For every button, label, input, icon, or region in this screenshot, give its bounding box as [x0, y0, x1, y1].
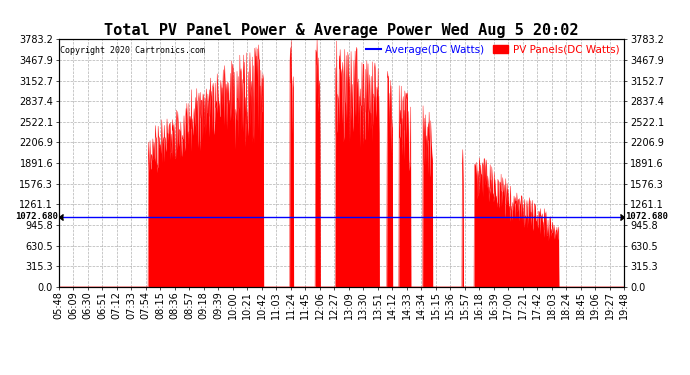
Legend: Average(DC Watts), PV Panels(DC Watts): Average(DC Watts), PV Panels(DC Watts) [366, 45, 619, 55]
Text: 1072.680: 1072.680 [15, 212, 58, 221]
Title: Total PV Panel Power & Average Power Wed Aug 5 20:02: Total PV Panel Power & Average Power Wed… [104, 23, 579, 38]
Text: 1072.680: 1072.680 [625, 212, 668, 221]
Text: Copyright 2020 Cartronics.com: Copyright 2020 Cartronics.com [60, 46, 205, 55]
